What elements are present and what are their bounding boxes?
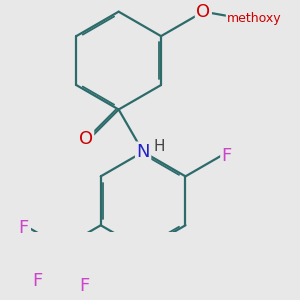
Text: F: F [33,272,43,290]
Text: H: H [153,139,165,154]
Text: F: F [18,219,28,237]
Text: methoxy: methoxy [227,12,281,25]
Text: O: O [196,3,211,21]
Text: F: F [222,147,232,165]
Text: O: O [196,3,211,21]
Text: O: O [79,130,93,148]
Text: F: F [79,278,89,296]
Text: N: N [136,143,150,161]
